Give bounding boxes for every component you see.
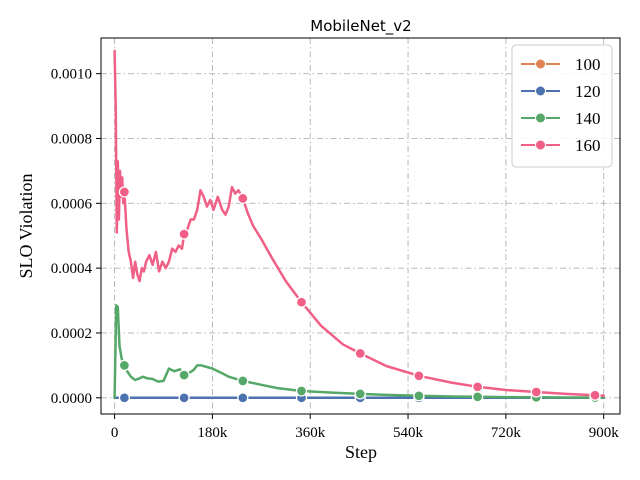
series-layer [113, 49, 605, 404]
data-point-160 [118, 186, 131, 198]
data-point-160 [530, 386, 542, 398]
y-axis: 0.0000 0.0002 0.0004 0.0006 0.0008 0.0010 [51, 67, 101, 407]
legend-item-120: 120 [521, 82, 601, 101]
legend-label: 140 [575, 109, 601, 128]
data-point-160 [354, 347, 366, 360]
y-axis-label: SLO Violation [16, 173, 36, 278]
x-tick-label: 540k [393, 425, 424, 441]
x-axis-label: Step [345, 442, 377, 462]
data-point-160 [589, 389, 601, 401]
legend-box [511, 44, 613, 168]
data-point-160 [471, 381, 484, 393]
data-point-160 [295, 296, 308, 308]
data-point-140 [354, 388, 366, 400]
data-point-140 [471, 391, 484, 403]
data-point-120 [118, 392, 131, 404]
data-point-140 [178, 369, 190, 381]
data-point-140 [413, 390, 425, 402]
data-point-120 [237, 392, 249, 404]
data-point-140 [237, 375, 249, 387]
x-tick-label: 360k [295, 425, 326, 441]
y-tick-label: 0.0004 [51, 261, 93, 277]
series-140 [113, 304, 605, 404]
y-tick-label: 0.0002 [51, 326, 92, 342]
legend-marker [535, 139, 546, 151]
data-point-160 [413, 370, 425, 382]
series-160 [113, 49, 605, 401]
x-tick-label: 180k [197, 425, 228, 441]
y-tick-label: 0.0010 [51, 67, 92, 83]
data-point-140 [118, 359, 131, 372]
chart-title: MobileNet_v2 [310, 17, 411, 36]
x-axis: 0 180k 360k 540k 720k 900k [111, 414, 619, 441]
legend-label: 120 [575, 82, 601, 101]
legend-item-100: 100 [521, 55, 601, 74]
data-point-120 [178, 392, 190, 404]
legend-marker [535, 58, 546, 70]
x-tick-label: 720k [491, 425, 522, 441]
series-line-160 [113, 49, 605, 398]
data-point-140 [295, 385, 308, 397]
legend-marker [535, 85, 546, 97]
plot-frame [100, 37, 621, 415]
legend-label: 160 [575, 136, 601, 155]
x-tick-label: 0 [111, 425, 119, 441]
legend-marker [535, 112, 546, 124]
legend: 100 120 140 160 [511, 44, 613, 168]
y-tick-label: 0.0006 [51, 196, 93, 212]
data-point-160 [237, 192, 249, 205]
legend-item-140: 140 [521, 109, 601, 128]
x-tick-label: 900k [589, 425, 620, 441]
legend-label: 100 [575, 55, 601, 74]
data-point-160 [178, 228, 190, 240]
y-tick-label: 0.0000 [51, 391, 92, 407]
y-tick-label: 0.0008 [51, 131, 92, 147]
legend-item-160: 160 [521, 136, 601, 155]
